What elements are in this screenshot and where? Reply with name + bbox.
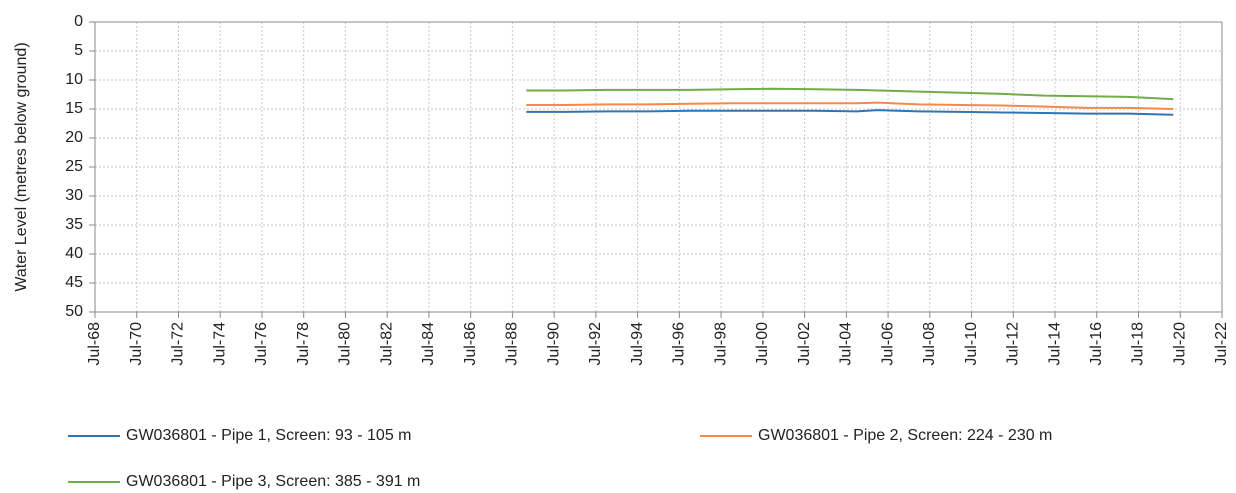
legend-label: GW036801 - Pipe 1, Screen: 93 - 105 m	[126, 427, 411, 444]
x-tick-label: Jul-12	[1005, 322, 1022, 366]
x-tick-label: Jul-04	[838, 322, 855, 366]
x-tick-label: Jul-68	[86, 322, 103, 366]
x-tick-label: Jul-90	[545, 322, 562, 366]
series-line	[526, 101, 1174, 110]
x-tick-label: Jul-80	[337, 322, 354, 366]
legend-label: GW036801 - Pipe 2, Screen: 224 - 230 m	[758, 427, 1052, 444]
y-tick-label: 15	[65, 100, 83, 117]
x-tick-label: Jul-94	[629, 322, 646, 366]
x-tick-label: Jul-86	[462, 322, 479, 366]
x-tick-label: Jul-76	[253, 322, 270, 366]
x-tick-label: Jul-14	[1046, 322, 1063, 366]
x-tick-label: Jul-72	[170, 322, 187, 366]
y-tick-label: 25	[65, 158, 83, 175]
x-tick-label: Jul-92	[587, 322, 604, 366]
x-tick-label: Jul-82	[378, 322, 395, 366]
y-tick-label: 0	[74, 13, 83, 30]
x-tick-label: Jul-00	[754, 322, 771, 366]
x-tick-label: Jul-08	[921, 322, 938, 366]
y-axis-title: Water Level (metres below ground)	[13, 42, 30, 291]
x-tick-label: Jul-02	[796, 322, 813, 366]
y-tick-label: 30	[65, 187, 83, 204]
y-tick-label: 10	[65, 71, 83, 88]
series-line	[526, 109, 1174, 116]
y-tick-label: 20	[65, 129, 83, 146]
x-tick-label: Jul-18	[1130, 322, 1147, 366]
x-tick-label: Jul-10	[963, 322, 980, 366]
x-tick-label: Jul-88	[504, 322, 521, 366]
x-tick-label: Jul-16	[1088, 322, 1105, 366]
y-tick-label: 50	[65, 303, 83, 320]
legend-label: GW036801 - Pipe 3, Screen: 385 - 391 m	[126, 473, 420, 490]
x-tick-label: Jul-98	[712, 322, 729, 366]
x-tick-label: Jul-70	[128, 322, 145, 366]
y-tick-label: 40	[65, 245, 83, 262]
y-tick-label: 5	[74, 42, 83, 59]
x-tick-label: Jul-78	[295, 322, 312, 366]
x-tick-label: Jul-22	[1213, 322, 1230, 366]
x-tick-label: Jul-06	[879, 322, 896, 366]
x-tick-label: Jul-96	[671, 322, 688, 366]
x-tick-label: Jul-84	[420, 322, 437, 366]
series-line	[526, 87, 1174, 101]
y-tick-label: 45	[65, 274, 83, 291]
x-tick-label: Jul-74	[211, 322, 228, 366]
x-tick-label: Jul-20	[1171, 322, 1188, 366]
y-tick-label: 35	[65, 216, 83, 233]
